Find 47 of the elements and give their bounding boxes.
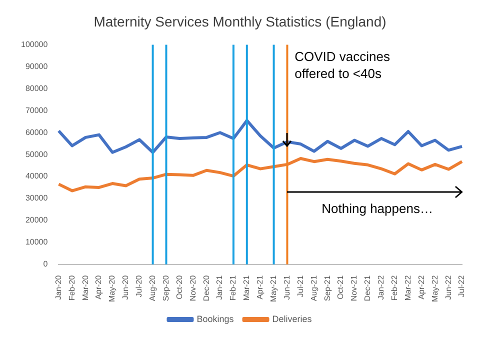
legend-label: Deliveries	[272, 314, 312, 324]
x-tick-label: Sep-20	[161, 274, 170, 302]
x-tick-label: Mar-22	[403, 274, 412, 301]
x-tick-label: Mar-21	[242, 274, 252, 301]
legend-label: Bookings	[196, 314, 234, 324]
y-tick-label: 50000	[25, 150, 48, 159]
x-tick-label: Oct-21	[336, 274, 346, 300]
x-tick-label: Aug-20	[148, 274, 158, 302]
y-tick-label: 90000	[25, 62, 48, 71]
x-tick-label: Nov-20	[188, 274, 198, 302]
annotation: Nothing happens…	[322, 200, 433, 216]
x-tick-label: Dec-20	[202, 274, 211, 302]
x-tick-label: Mar-20	[80, 274, 90, 301]
y-tick-label: 0	[43, 260, 48, 269]
y-tick-label: 80000	[25, 84, 48, 93]
x-tick-label: Jan-20	[54, 274, 63, 300]
x-tick-label: Feb-20	[67, 274, 76, 301]
x-tick-label: Oct-20	[174, 274, 184, 300]
y-tick-label: 30000	[25, 194, 48, 203]
y-tick-label: 100000	[20, 40, 48, 50]
x-tick-label: Jun-20	[121, 274, 130, 300]
x-tick-label: Jul-21	[296, 274, 305, 298]
x-tick-label: Dec-21	[363, 274, 372, 302]
x-tick-label: May-21	[268, 274, 278, 302]
x-tick-label: Feb-21	[228, 274, 238, 301]
x-tick-label: Sep-21	[322, 274, 332, 302]
x-tick-label: Jan-21	[215, 274, 224, 300]
chart-title: Maternity Services Monthly Statistics (England)	[94, 13, 386, 30]
x-tick-label: May-20	[108, 274, 117, 302]
x-tick-label: Apr-22	[416, 274, 426, 300]
y-tick-label: 10000	[25, 238, 48, 247]
x-tick-label: Apr-20	[94, 274, 104, 300]
x-tick-label: Aug-21	[309, 274, 318, 302]
x-tick-label: Jul-20	[134, 274, 144, 298]
annotation: COVID vaccines offered to <40s	[294, 48, 390, 81]
y-tick-label: 20000	[25, 216, 48, 225]
x-tick-label: Feb-22	[390, 274, 399, 301]
y-tick-label: 60000	[25, 128, 48, 137]
y-tick-label: 40000	[25, 172, 48, 181]
x-tick-label: Jun-21	[282, 274, 292, 300]
x-tick-label: Jan-22	[376, 274, 386, 300]
x-tick-label: Jun-22	[444, 274, 453, 300]
y-tick-label: 70000	[25, 106, 48, 115]
x-tick-label: Nov-21	[350, 274, 359, 302]
x-tick-label: Jul-22	[457, 274, 466, 298]
x-tick-label: Apr-21	[256, 274, 265, 300]
x-tick-label: May-22	[430, 274, 440, 302]
